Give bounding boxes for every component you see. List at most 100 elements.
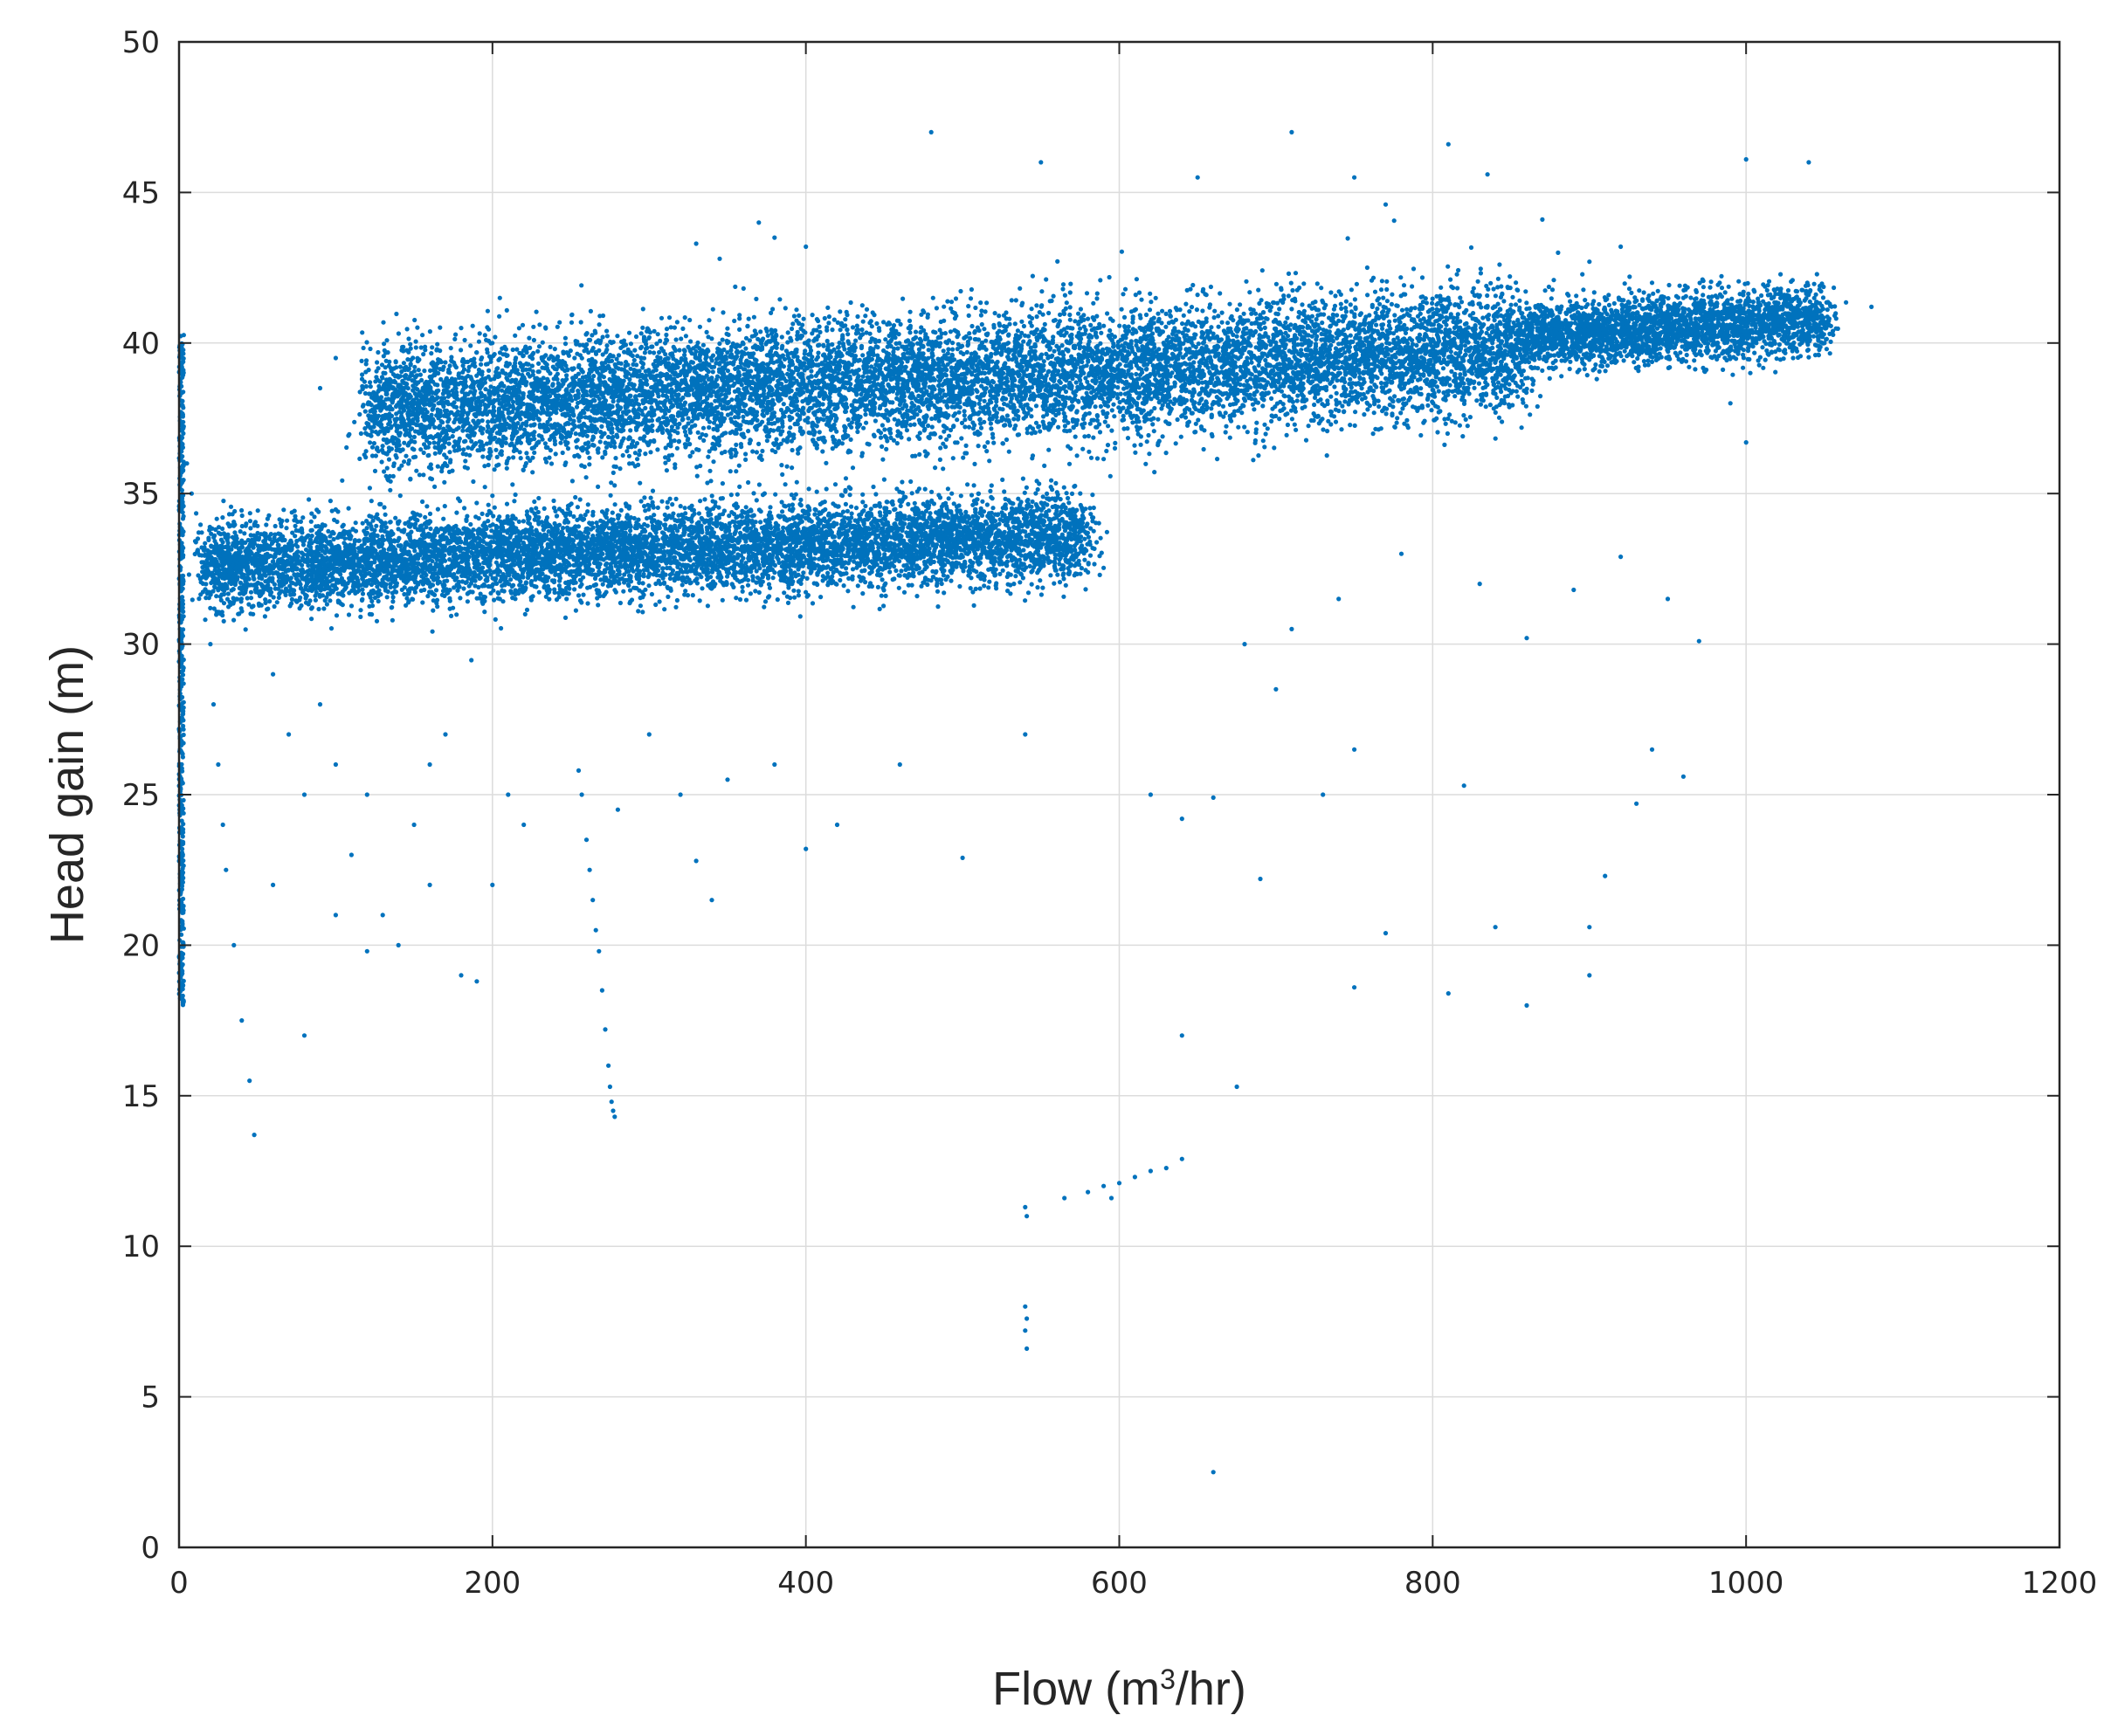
data-point [1339, 306, 1344, 311]
data-point [1441, 390, 1446, 396]
data-point [1387, 319, 1392, 324]
data-point [741, 414, 746, 419]
data-point [583, 475, 589, 480]
data-point [878, 435, 884, 440]
data-point [1067, 305, 1073, 310]
data-point [511, 455, 516, 460]
data-point [1292, 422, 1297, 427]
data-point [1345, 236, 1350, 241]
data-point [966, 313, 971, 318]
data-point [976, 401, 982, 406]
data-point [1454, 272, 1459, 277]
data-point [591, 443, 597, 448]
data-point [1068, 326, 1073, 331]
data-point [1412, 306, 1418, 311]
data-point [631, 357, 637, 363]
data-point [527, 367, 532, 372]
data-point [1167, 308, 1173, 313]
data-point [484, 337, 489, 342]
data-point [1353, 307, 1358, 312]
data-point [849, 353, 854, 358]
data-point [1115, 343, 1121, 348]
data-point [493, 447, 499, 452]
data-point [978, 421, 983, 426]
data-point [936, 418, 942, 424]
data-point [797, 425, 804, 431]
data-point [1341, 327, 1346, 333]
data-point [368, 440, 373, 445]
data-point [758, 329, 763, 334]
data-point [686, 416, 691, 421]
data-point [743, 403, 749, 408]
data-point [1510, 294, 1515, 300]
data-point [531, 337, 537, 343]
data-point [777, 297, 783, 302]
data-point [383, 365, 388, 370]
data-point [1434, 384, 1439, 389]
data-point [747, 440, 752, 446]
data-point [452, 336, 458, 341]
data-point [943, 444, 949, 450]
data-point [548, 448, 554, 453]
data-point [393, 403, 399, 410]
data-point [1080, 446, 1086, 451]
data-point [611, 464, 617, 469]
data-point [543, 325, 548, 330]
data-point [1524, 307, 1529, 312]
data-point [468, 343, 473, 348]
data-point [790, 465, 795, 471]
data-point [1500, 419, 1505, 424]
data-point [1183, 321, 1189, 327]
data-point [729, 397, 735, 403]
data-point [966, 424, 972, 430]
data-point [855, 429, 860, 435]
data-point [1253, 427, 1259, 432]
data-point [1392, 394, 1397, 399]
data-point [778, 407, 784, 413]
data-point [673, 348, 679, 353]
data-point [379, 375, 385, 380]
data-point [1134, 371, 1139, 377]
data-point [830, 327, 835, 333]
data-point [1473, 339, 1479, 345]
data-point [904, 428, 909, 433]
data-point [1324, 453, 1329, 458]
data-point [1435, 430, 1440, 435]
data-point [1118, 391, 1123, 396]
data-point [1248, 376, 1253, 382]
data-point [751, 314, 757, 320]
data-point [415, 325, 420, 330]
data-point [885, 438, 890, 444]
data-point [1262, 325, 1267, 330]
data-point [734, 469, 739, 474]
data-point [478, 425, 484, 431]
data-point [962, 413, 967, 418]
data-point [1069, 332, 1074, 337]
data-point [1088, 322, 1094, 327]
data-point [1244, 279, 1249, 284]
data-point [854, 392, 859, 397]
data-point [1408, 307, 1413, 313]
data-point [672, 325, 678, 330]
data-point [1239, 341, 1245, 346]
data-point [531, 444, 537, 451]
data-point [486, 368, 492, 373]
data-point [933, 465, 938, 471]
data-point [794, 318, 799, 323]
data-point [788, 425, 793, 431]
data-point [1064, 300, 1069, 306]
data-point [1067, 428, 1073, 433]
data-point [1480, 315, 1486, 320]
data-point [958, 288, 963, 294]
data-point [544, 459, 549, 465]
data-point [612, 444, 617, 450]
data-point [550, 382, 555, 387]
data-point [1470, 289, 1475, 294]
data-point [669, 424, 675, 430]
data-point [1335, 313, 1340, 318]
data-point [995, 419, 1000, 424]
data-point [1224, 424, 1229, 429]
data-point [664, 327, 670, 332]
data-point [1262, 444, 1267, 450]
data-point [1343, 299, 1349, 304]
